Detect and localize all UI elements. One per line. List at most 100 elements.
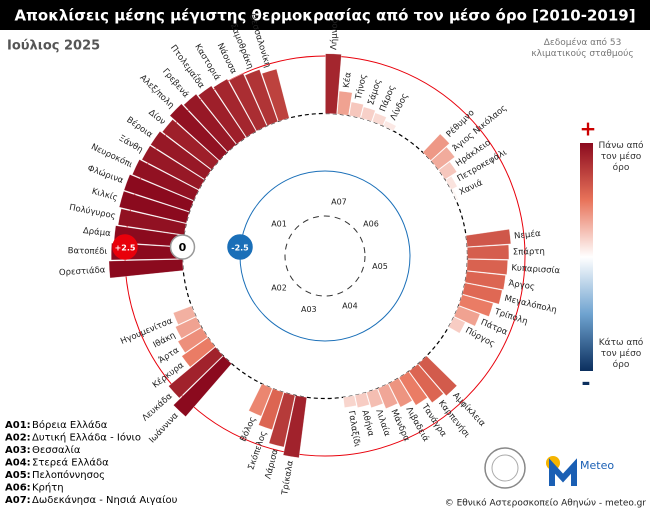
- bar: [458, 294, 494, 317]
- bar: [430, 146, 455, 170]
- seal-logo-inner: [491, 454, 519, 482]
- ring-label: +2.5: [115, 244, 136, 253]
- bar: [465, 229, 511, 247]
- group-label: A05: [372, 262, 388, 271]
- ring-label: 0: [179, 241, 187, 254]
- legend-code: A06:: [5, 483, 31, 494]
- station-label: Φλώρινα: [86, 163, 125, 187]
- bar: [123, 174, 194, 212]
- bar: [168, 346, 224, 399]
- station-label: Ξάνθη: [117, 133, 145, 155]
- legend-name: Θεσσαλία: [32, 444, 81, 456]
- bar: [108, 259, 184, 279]
- bar: [343, 395, 357, 408]
- colorbar-bottom-label: Κάτω από τον μέσο όρο: [598, 338, 644, 370]
- inner-circle: [284, 215, 366, 297]
- bar: [150, 131, 212, 180]
- seal-logo: [484, 447, 526, 489]
- legend-name: Δυτική Ελλάδα - Ιόνιο: [32, 432, 141, 444]
- bar: [377, 383, 398, 409]
- bar: [418, 355, 458, 396]
- station-label: Τήνος: [354, 73, 369, 101]
- bar: [175, 316, 202, 339]
- chart-title: Αποκλίσεις μέσης μέγιστης θερμοκρασίας α…: [14, 7, 635, 25]
- station-label: Ορεστιάδα: [59, 265, 106, 278]
- bar: [228, 73, 267, 132]
- bar: [258, 388, 284, 430]
- bar: [173, 305, 197, 325]
- bar: [383, 120, 397, 132]
- station-label: Δίον: [146, 108, 167, 128]
- bar: [466, 259, 508, 275]
- meteo-logo: [549, 458, 577, 486]
- bar: [261, 68, 290, 122]
- bar: [248, 383, 273, 417]
- station-label: Αθήνα: [359, 409, 375, 438]
- bar: [177, 327, 208, 353]
- colorbar-top-label: Πάνω από τον μέσο όρο: [598, 141, 644, 173]
- bar: [244, 69, 278, 126]
- station-label: Δράμα: [82, 226, 111, 239]
- bar: [464, 271, 506, 290]
- station-label: Νεμέα: [514, 228, 542, 242]
- station-label: Σπάρτη: [513, 247, 545, 258]
- bar: [181, 337, 216, 368]
- bar: [372, 112, 387, 126]
- bar: [268, 392, 296, 448]
- legend-name: Βόρεια Ελλάδα: [32, 419, 108, 431]
- bar: [348, 101, 364, 119]
- bar: [398, 371, 428, 406]
- meteo-text: Meteo: [580, 459, 614, 472]
- ring: [239, 170, 411, 342]
- group-label: A04: [342, 302, 358, 311]
- bar: [169, 103, 228, 161]
- station-label: Κέα: [341, 71, 354, 88]
- bar: [354, 392, 370, 408]
- bar: [451, 189, 459, 201]
- bar: [325, 53, 342, 115]
- station-label: Κυπαρισσία: [511, 263, 561, 276]
- ring-label-badge: [169, 234, 196, 260]
- bar: [119, 190, 190, 224]
- station-label: Λάρισα: [263, 448, 280, 481]
- legend-name: Κρήτη: [32, 482, 64, 494]
- legend-name: Πελοπόννησος: [32, 469, 105, 481]
- colorbar: [580, 143, 593, 371]
- subtitle: Ιούλιος 2025: [7, 39, 100, 54]
- bar: [388, 377, 413, 408]
- note: Δεδομένα από 53 κλιματικούς σταθμούς: [531, 38, 634, 59]
- station-label: Γαλαξίδι: [346, 410, 362, 448]
- bar: [141, 145, 205, 190]
- ring-label-badge: [227, 234, 253, 260]
- legend-code: A05:: [5, 470, 31, 481]
- legend-code: A04:: [5, 458, 31, 469]
- ring-label-badge: [112, 234, 138, 260]
- bar: [462, 282, 503, 305]
- group-label: A02: [271, 283, 287, 292]
- legend-name: Δωδεκάνησα - Νησιά Αιγαίου: [32, 494, 178, 506]
- footer: © Εθνικό Αστεροσκοπείο Αθηνών - meteo.gr: [445, 498, 647, 509]
- legend-code: A01:: [5, 420, 31, 431]
- group-label: A07: [331, 197, 347, 206]
- title-bar: [0, 0, 650, 30]
- station-label: Τρίκαλα: [280, 459, 296, 496]
- station-label: Κιλκίς: [91, 187, 119, 204]
- bar: [132, 159, 199, 201]
- group-label: A03: [301, 305, 317, 314]
- bar: [408, 363, 444, 403]
- bar: [173, 355, 232, 417]
- bar: [117, 208, 187, 235]
- legend-name: Στερεά Ελλάδα: [32, 457, 109, 469]
- bar: [422, 133, 450, 161]
- bar: [337, 90, 353, 116]
- station-label: Βατοπέδι: [68, 245, 108, 257]
- station-label: Άργος: [508, 279, 536, 293]
- bar: [183, 93, 237, 153]
- station-label: Λήμνος: [329, 18, 340, 50]
- legend-code: A07:: [5, 495, 31, 506]
- bar: [448, 316, 466, 334]
- bar: [438, 161, 457, 180]
- station-label: Πολύγυρος: [68, 202, 116, 222]
